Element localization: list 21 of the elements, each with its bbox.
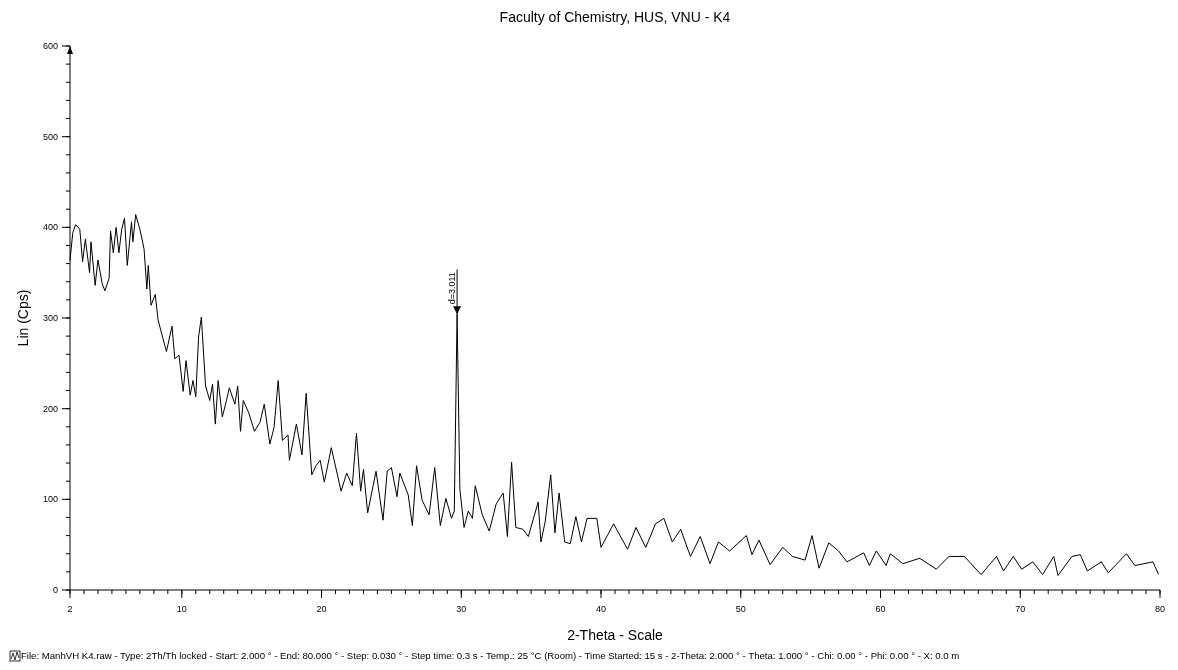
x-tick-label: 20: [316, 604, 327, 614]
chart-title: Faculty of Chemistry, HUS, VNU - K4: [499, 9, 731, 25]
y-tick-label: 400: [42, 222, 58, 233]
x-axis-title: 2-Theta - Scale: [567, 627, 664, 643]
x-tick-label: 30: [456, 604, 467, 614]
y-axis-title: Lin (Cps): [15, 289, 31, 347]
x-tick-label: 40: [596, 604, 607, 614]
text: File: ManhVH K4.raw - Type: 2Th/Th locked - Start: 2.000 ° - End: 80.000 ° - Step: 0.030 ° - Step time: 0.3 s - Temp.: 25 °C (Room) - Time Started: 15 s - 2-Theta: 2.000 ° - Theta: 1.000 ° - Chi: 0.00 ° - Phi: 0.00 ° - X: 0.0 m: [21, 650, 960, 661]
y-tick-label: 0: [52, 585, 58, 596]
y-tick-label: 600: [42, 41, 58, 52]
x-tick-label: 60: [875, 604, 886, 614]
x-tick-label: 70: [1015, 604, 1026, 614]
x-tick-label: 50: [735, 604, 746, 614]
y-tick-label: 500: [42, 131, 58, 142]
y-tick-label: 100: [42, 494, 58, 505]
annotation: d=3.011: [447, 272, 458, 305]
x-tick-label: 2: [67, 604, 73, 614]
x-tick-label: 10: [176, 604, 187, 614]
y-tick-label: 200: [42, 403, 58, 414]
x-tick-label: 80: [1154, 604, 1166, 614]
y-tick-label: 300: [42, 313, 58, 324]
